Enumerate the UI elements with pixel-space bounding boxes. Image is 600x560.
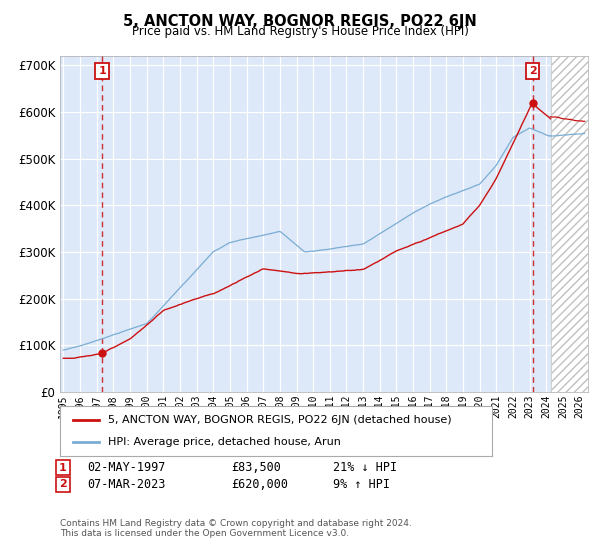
Text: £620,000: £620,000 [231,478,288,491]
Text: 21% ↓ HPI: 21% ↓ HPI [333,461,397,474]
Text: This data is licensed under the Open Government Licence v3.0.: This data is licensed under the Open Gov… [60,529,349,538]
Text: 2: 2 [529,66,536,76]
Text: Price paid vs. HM Land Registry's House Price Index (HPI): Price paid vs. HM Land Registry's House … [131,25,469,38]
Text: £83,500: £83,500 [231,461,281,474]
Text: 1: 1 [98,66,106,76]
Text: HPI: Average price, detached house, Arun: HPI: Average price, detached house, Arun [107,437,340,447]
Text: 02-MAY-1997: 02-MAY-1997 [87,461,166,474]
Text: 5, ANCTON WAY, BOGNOR REGIS, PO22 6JN: 5, ANCTON WAY, BOGNOR REGIS, PO22 6JN [123,14,477,29]
Text: 07-MAR-2023: 07-MAR-2023 [87,478,166,491]
Bar [551,56,588,392]
Text: 2: 2 [59,479,67,489]
Text: 9% ↑ HPI: 9% ↑ HPI [333,478,390,491]
Text: Contains HM Land Registry data © Crown copyright and database right 2024.: Contains HM Land Registry data © Crown c… [60,519,412,528]
Text: 1: 1 [59,463,67,473]
Text: 5, ANCTON WAY, BOGNOR REGIS, PO22 6JN (detached house): 5, ANCTON WAY, BOGNOR REGIS, PO22 6JN (d… [107,415,451,425]
Bar [551,56,588,392]
